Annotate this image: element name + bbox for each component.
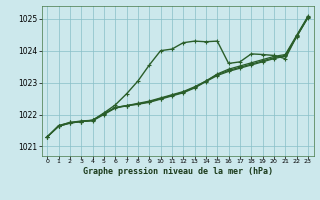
X-axis label: Graphe pression niveau de la mer (hPa): Graphe pression niveau de la mer (hPa) [83,167,273,176]
